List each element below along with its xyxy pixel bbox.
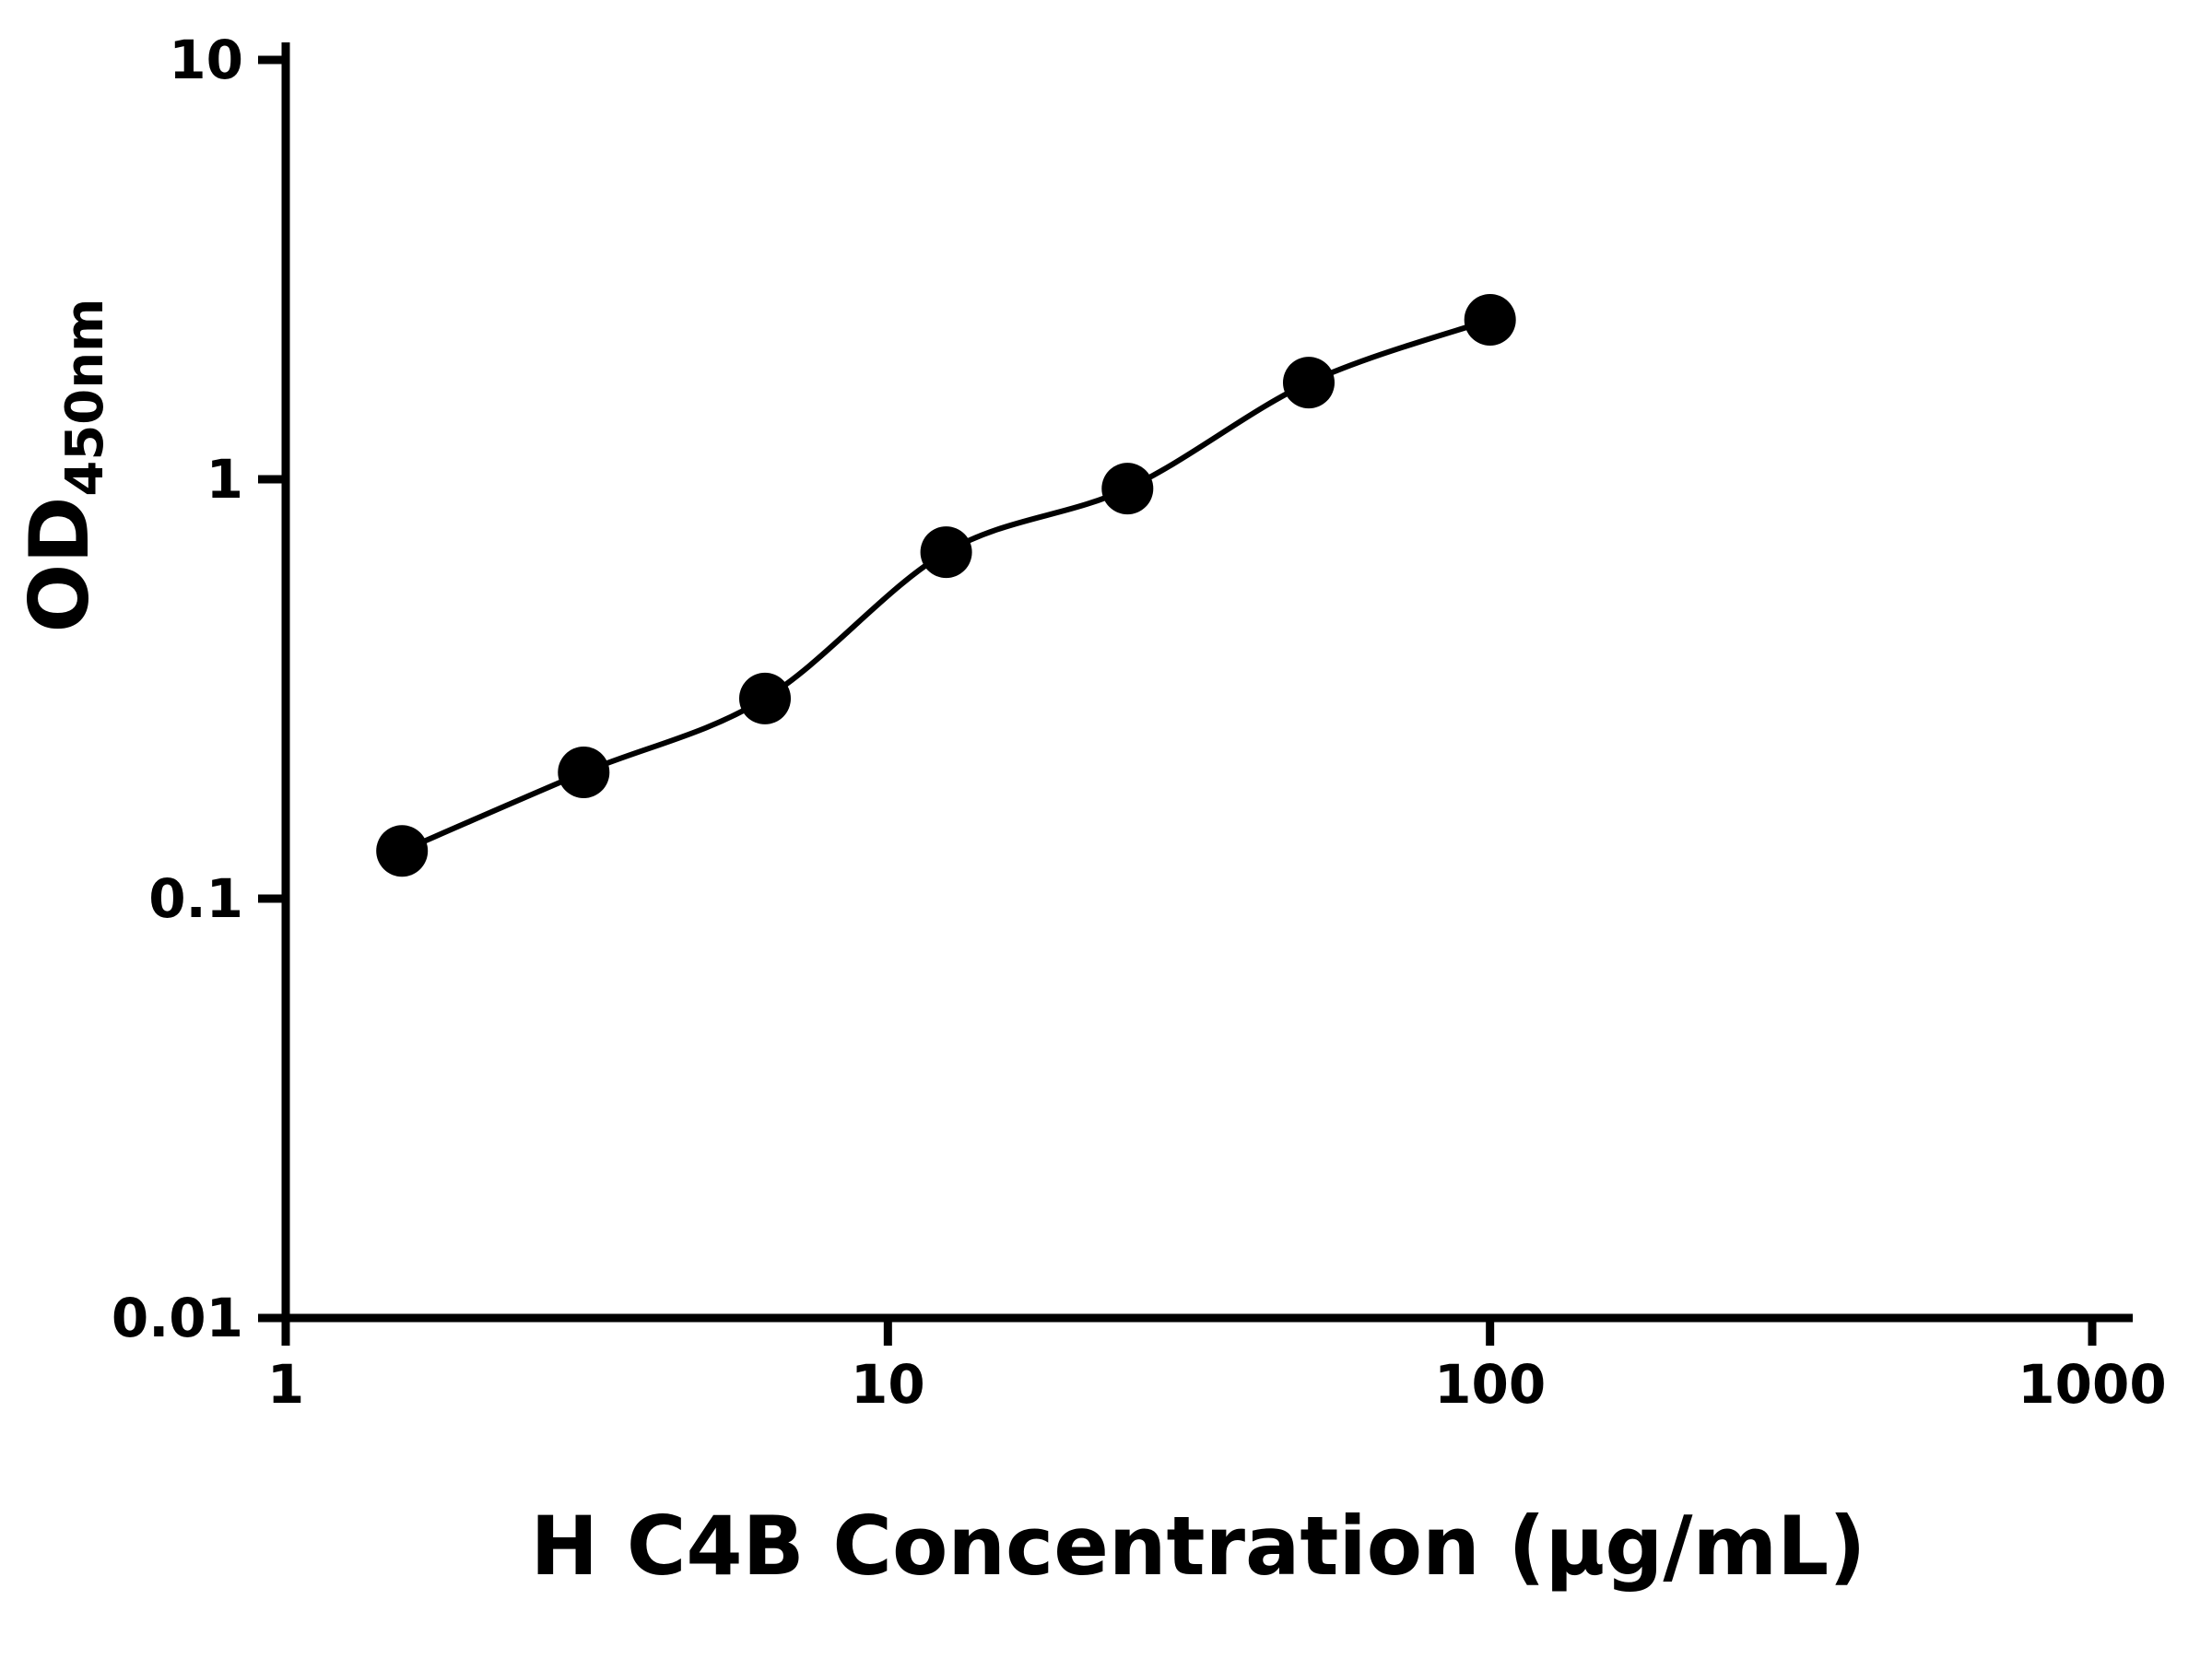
data-point: [1464, 294, 1516, 346]
y-axis-label: OD450nm: [12, 299, 115, 633]
x-tick-label: 100: [1434, 1353, 1546, 1416]
y-tick-label: 10: [169, 29, 243, 91]
y-tick-label: 0.01: [112, 1287, 243, 1349]
x-axis-ticks: 1 10 100 1000: [267, 1318, 2167, 1416]
axes: [281, 42, 2133, 1323]
y-tick-label: 0.1: [148, 867, 243, 930]
x-axis-label: H C4B Concentration (µg/mL): [531, 1499, 1866, 1594]
x-tick-label: 10: [851, 1353, 925, 1416]
y-axis-ticks: 0.01 0.1 1 10: [112, 29, 286, 1349]
y-tick-label: 1: [206, 448, 243, 511]
data-point: [739, 672, 791, 724]
x-tick-label: 1000: [2018, 1353, 2166, 1416]
y-axis-label-main: OD: [12, 497, 107, 633]
x-tick-label: 1: [267, 1353, 304, 1416]
data-point: [558, 747, 610, 798]
data-point: [376, 825, 429, 877]
y-axis-label-subscript: 450nm: [55, 299, 115, 497]
data-point: [1101, 463, 1154, 515]
data-point: [920, 526, 972, 579]
data-point: [1283, 357, 1335, 409]
data-points: [376, 294, 1516, 877]
